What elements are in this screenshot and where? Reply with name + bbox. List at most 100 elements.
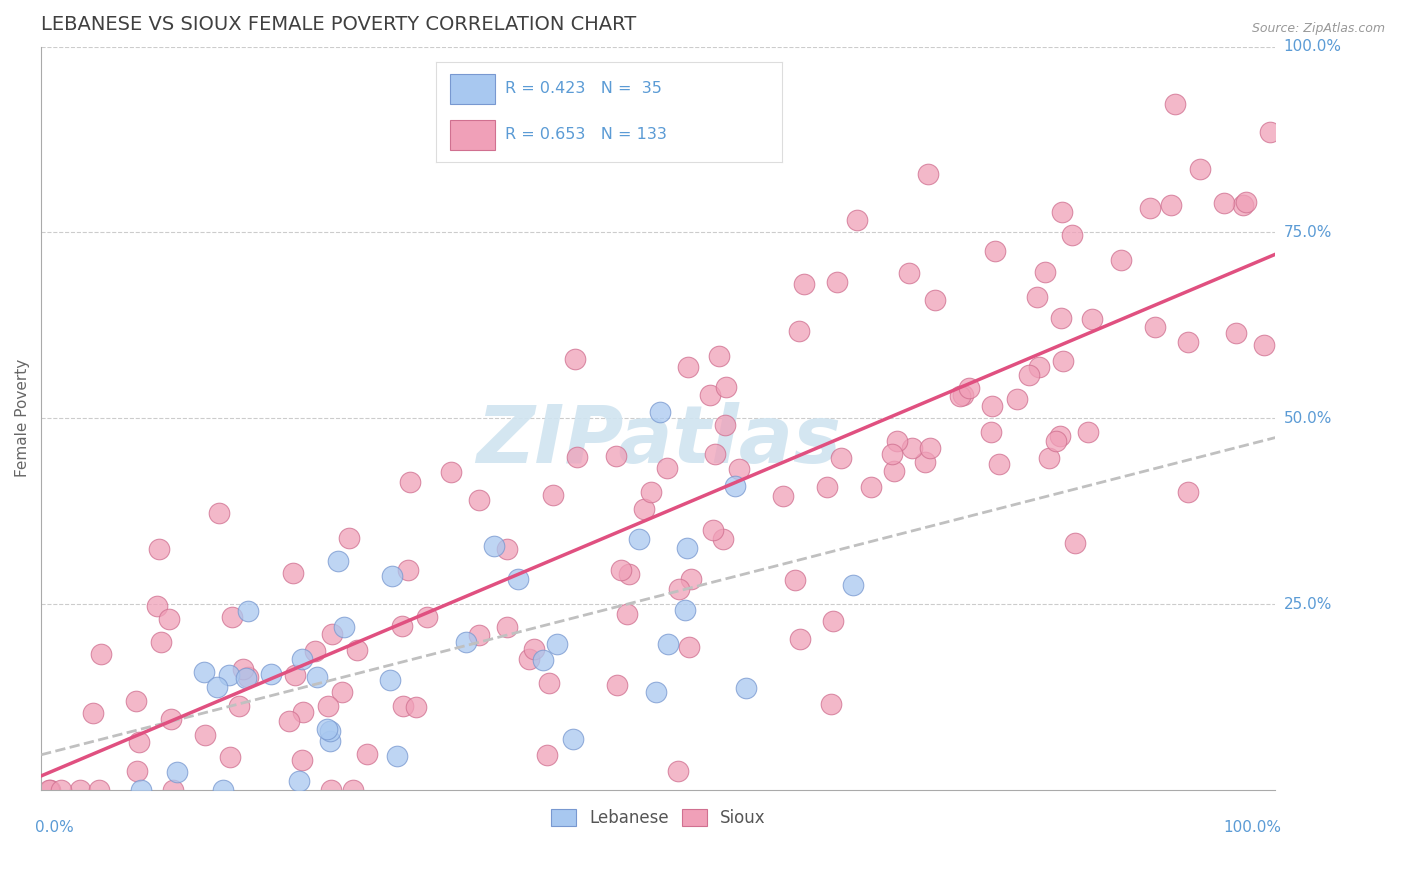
Point: [1050, 311, 1073, 326]
Point: [315, 722, 337, 736]
Point: [321, 627, 343, 641]
Point: [988, 458, 1011, 472]
Point: [610, 563, 633, 577]
Point: [1109, 252, 1132, 267]
Point: [815, 479, 838, 493]
Point: [898, 266, 921, 280]
Point: [533, 653, 555, 667]
Point: [193, 665, 215, 679]
Point: [666, 764, 689, 778]
Point: [82, 706, 104, 721]
Point: [291, 651, 314, 665]
Point: [277, 714, 299, 729]
Point: [859, 480, 882, 494]
Point: [980, 425, 1002, 439]
Point: [546, 637, 568, 651]
Point: [917, 167, 939, 181]
Text: LEBANESE VS SIOUX FEMALE POVERTY CORRELATION CHART: LEBANESE VS SIOUX FEMALE POVERTY CORRELA…: [41, 15, 637, 34]
Point: [235, 671, 257, 685]
Point: [619, 567, 641, 582]
Point: [69, 783, 91, 797]
Point: [1189, 161, 1212, 176]
Point: [125, 764, 148, 779]
Text: 100.0%: 100.0%: [1223, 820, 1282, 835]
Point: [883, 464, 905, 478]
Point: [681, 572, 703, 586]
Point: [714, 380, 737, 394]
Point: [291, 753, 314, 767]
Point: [381, 568, 404, 582]
Point: [330, 685, 353, 699]
Point: [456, 635, 478, 649]
Point: [157, 612, 180, 626]
Point: [128, 735, 150, 749]
Point: [846, 213, 869, 227]
Point: [678, 640, 700, 655]
Point: [194, 728, 217, 742]
Point: [1049, 429, 1071, 443]
Point: [789, 632, 811, 646]
Point: [640, 485, 662, 500]
Point: [983, 244, 1005, 259]
Point: [772, 489, 794, 503]
Point: [482, 539, 505, 553]
Point: [1038, 450, 1060, 465]
Point: [1026, 289, 1049, 303]
Point: [90, 647, 112, 661]
Point: [830, 450, 852, 465]
Point: [1033, 265, 1056, 279]
Point: [980, 400, 1002, 414]
Point: [333, 620, 356, 634]
Point: [949, 389, 972, 403]
Point: [337, 531, 360, 545]
Point: [212, 783, 235, 797]
Point: [49, 783, 72, 797]
Point: [735, 681, 758, 696]
Point: [724, 479, 747, 493]
Point: [292, 705, 315, 719]
Point: [166, 764, 188, 779]
Point: [728, 461, 751, 475]
Point: [957, 381, 980, 395]
Point: [699, 388, 721, 402]
Point: [1163, 96, 1185, 111]
Point: [346, 643, 368, 657]
Point: [439, 465, 461, 479]
Point: [380, 673, 402, 687]
Point: [87, 783, 110, 797]
Point: [1177, 335, 1199, 350]
Text: Source: ZipAtlas.com: Source: ZipAtlas.com: [1251, 22, 1385, 36]
Point: [711, 532, 734, 546]
Point: [673, 603, 696, 617]
Text: 100.0%: 100.0%: [1284, 39, 1341, 54]
Point: [468, 628, 491, 642]
Point: [506, 572, 529, 586]
Point: [793, 277, 815, 292]
Point: [399, 475, 422, 489]
Point: [1139, 201, 1161, 215]
Point: [356, 747, 378, 761]
Point: [219, 749, 242, 764]
Point: [236, 603, 259, 617]
Point: [129, 783, 152, 797]
Text: 0.0%: 0.0%: [35, 820, 73, 835]
Point: [920, 442, 942, 456]
Point: [1052, 353, 1074, 368]
Point: [1060, 227, 1083, 242]
Point: [232, 662, 254, 676]
Point: [668, 582, 690, 597]
Point: [288, 773, 311, 788]
Point: [616, 607, 638, 622]
Point: [221, 610, 243, 624]
Point: [328, 554, 350, 568]
Point: [1050, 205, 1073, 219]
Point: [319, 723, 342, 738]
Point: [517, 652, 540, 666]
Point: [1018, 368, 1040, 383]
Point: [704, 447, 727, 461]
Point: [228, 698, 250, 713]
Point: [321, 783, 343, 797]
Point: [284, 667, 307, 681]
Point: [886, 434, 908, 449]
Point: [1225, 326, 1247, 340]
